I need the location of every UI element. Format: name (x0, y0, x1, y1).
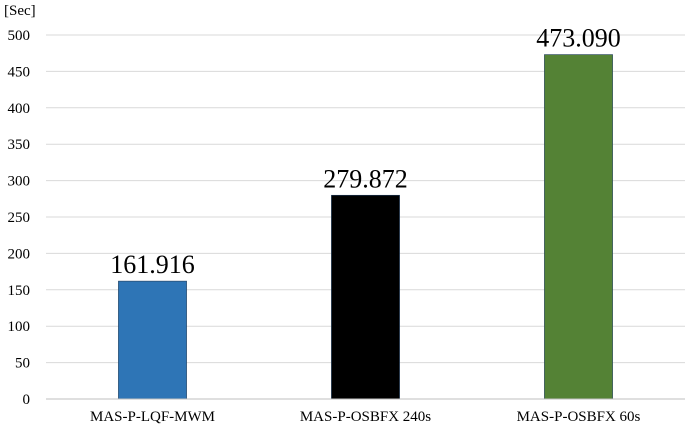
bar (331, 194, 400, 400)
y-tick-label: 500 (8, 28, 31, 44)
bar (118, 280, 187, 400)
y-tick-label: 100 (8, 319, 31, 335)
y-tick-label: 50 (15, 356, 30, 372)
data-labels: 161.916 279.872 473.090 (110, 24, 621, 280)
y-tick-label: 350 (8, 137, 31, 153)
x-category-label: MAS-P-LQF-MWM (90, 409, 215, 425)
x-category-label: MAS-P-OSBFX 60s (517, 409, 641, 425)
y-axis-ticks: 0 50 100 150 200 250 300 350 400 450 500 (8, 28, 31, 408)
bar (544, 54, 613, 400)
y-tick-label: 450 (8, 64, 31, 80)
y-tick-label: 400 (8, 101, 31, 117)
bars (118, 54, 613, 400)
y-tick-label: 300 (8, 174, 31, 190)
data-label: 279.872 (323, 164, 408, 193)
y-tick-label: 150 (8, 283, 31, 299)
y-tick-label: 250 (8, 210, 31, 226)
x-axis-category-labels: MAS-P-LQF-MWM MAS-P-OSBFX 240s MAS-P-OSBFX… (90, 409, 641, 425)
y-axis-unit-label: [Sec] (4, 3, 36, 19)
x-category-label: MAS-P-OSBFX 240s (300, 409, 431, 425)
y-tick-label: 0 (23, 392, 31, 408)
data-label: 473.090 (536, 24, 621, 53)
y-tick-label: 200 (8, 246, 31, 262)
data-label: 161.916 (110, 250, 195, 279)
